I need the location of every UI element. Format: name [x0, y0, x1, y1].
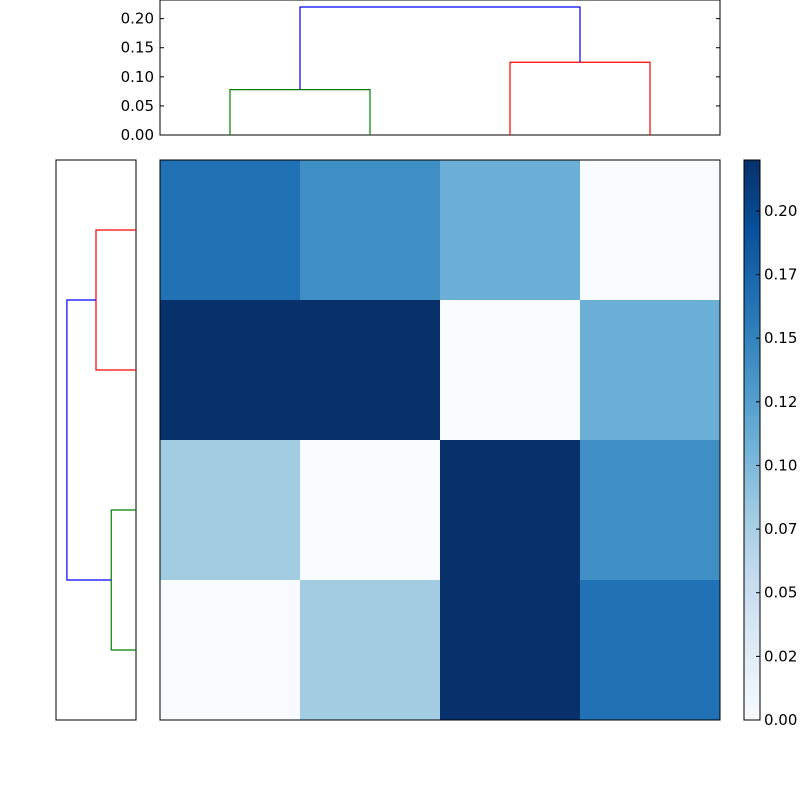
colorbar-tick-label: 0.10: [764, 456, 797, 474]
heatmap-cell-r1-c2: [440, 300, 581, 441]
heatmap-cell-r1-c0: [160, 300, 301, 441]
colorbar-tick-label: 0.15: [764, 329, 797, 347]
heatmap-cell-r0-c1: [300, 160, 441, 301]
heatmap-cell-r2-c1: [300, 440, 441, 581]
top-dendrogram: 0.00 0.05 0.10 0.15 0.20: [121, 0, 721, 144]
heatmap-cell-r2-c2: [440, 440, 581, 581]
colorbar-tick-label: 0.00: [764, 711, 797, 729]
top-dendrogram-frame: [159, 0, 721, 136]
heatmap-frame: [159, 159, 721, 721]
heatmap-cell-r2-c3: [580, 440, 721, 581]
heatmap-cell-r3-c3: [580, 580, 721, 721]
heatmap-cell-r0-c0: [160, 160, 301, 301]
top-dendrogram-tick-label: 0.15: [121, 39, 154, 57]
left-dendrogram: [55, 159, 137, 721]
colorbar-tick-label: 0.07: [764, 520, 797, 538]
heatmap-cell-r1-c3: [580, 300, 721, 441]
colorbar-tick-label: 0.05: [764, 584, 797, 602]
heatmap-cell-r1-c1: [300, 300, 441, 441]
top-dendrogram-link-2: [299, 6, 581, 90]
heatmap-cell-r3-c2: [440, 580, 581, 721]
heatmap-cell-r0-c3: [580, 160, 721, 301]
heatmap-cell-r0-c2: [440, 160, 581, 301]
heatmap-cell-r3-c0: [160, 580, 301, 721]
colorbar: 0.00 0.02 0.05 0.07 0.10 0.12 0.15 0.17 0.20: [743, 159, 797, 729]
colorbar-tick-label: 0.02: [764, 647, 797, 665]
top-dendrogram-tick-label: 0.00: [121, 126, 154, 144]
heatmap-cell-r3-c1: [300, 580, 441, 721]
top-dendrogram-tick-label: 0.10: [121, 68, 154, 86]
colorbar-tick-label: 0.17: [764, 266, 797, 284]
left-dendrogram-link-2: [66, 299, 112, 581]
colorbar-tick-label: 0.20: [764, 202, 797, 220]
heatmap: [159, 159, 721, 721]
top-dendrogram-tick-label: 0.20: [121, 10, 154, 28]
colorbar-tick-label: 0.12: [764, 393, 797, 411]
heatmap-cell-r2-c0: [160, 440, 301, 581]
colorbar-bar: [743, 159, 761, 721]
top-dendrogram-tick-label: 0.05: [121, 97, 154, 115]
